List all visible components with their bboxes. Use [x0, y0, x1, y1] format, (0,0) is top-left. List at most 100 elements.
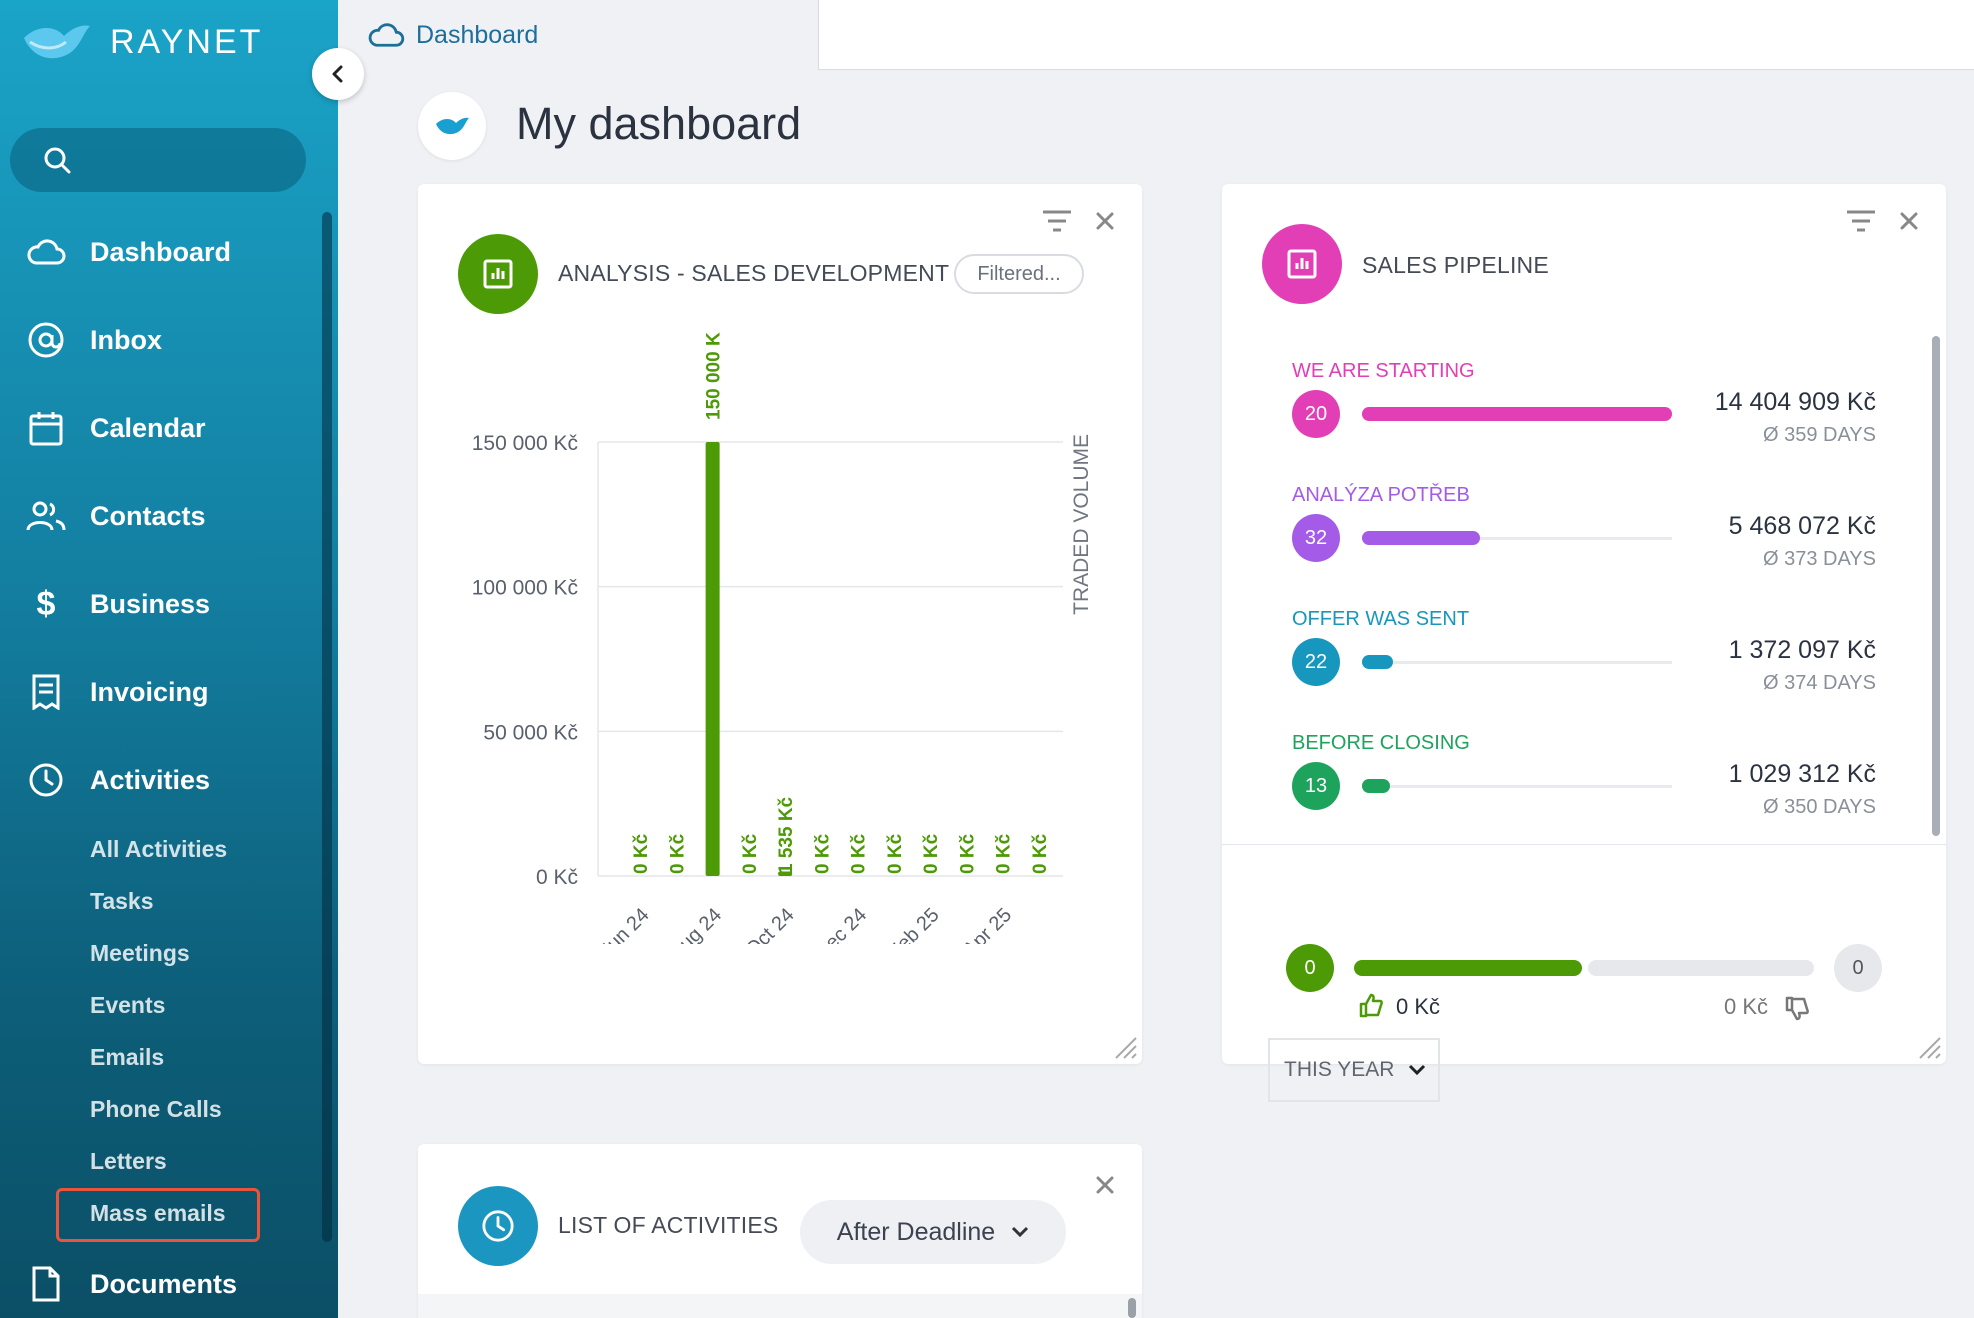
stage-progress-bar	[1362, 655, 1393, 669]
subnav-mass-emails[interactable]: Mass emails	[90, 1200, 226, 1226]
close-icon	[1096, 212, 1114, 230]
lost-bar	[1588, 960, 1814, 976]
sidebar-item-inbox[interactable]: Inbox	[0, 310, 320, 370]
search-icon	[44, 147, 71, 174]
lost-count-badge: 0	[1834, 944, 1882, 992]
x-tick-label: Jun 24	[596, 904, 654, 944]
calendar-icon	[26, 408, 66, 448]
sidebar-item-documents[interactable]: Documents	[0, 1254, 320, 1314]
filter-icon	[1847, 210, 1875, 232]
close-widget-button[interactable]	[1088, 1168, 1122, 1202]
sidebar-scrollbar[interactable]	[322, 212, 332, 1242]
report-icon	[1287, 249, 1317, 279]
resize-handle-icon[interactable]	[1916, 1034, 1942, 1060]
brand-name: RAYNET	[110, 22, 264, 61]
y-axis-title: TRADED VOLUME	[1070, 434, 1093, 615]
sales-pipeline-widget: SALES PIPELINE WE ARE STARTING 20 14 404 9…	[1222, 184, 1946, 1102]
breadcrumb[interactable]: Dashboard	[338, 0, 818, 70]
stage-name: BEFORE CLOSING	[1292, 732, 1470, 754]
sidebar-item-label: Business	[90, 588, 211, 619]
list-header-strip	[418, 1294, 1142, 1318]
page-title: My dashboard	[516, 98, 802, 149]
subnav-emails[interactable]: Emails	[90, 1044, 165, 1070]
stage-average-days: Ø 359 DAYS	[1762, 424, 1876, 446]
data-label: 0 Kč	[957, 833, 978, 874]
sidebar-item-calendar[interactable]: Calendar	[0, 398, 320, 458]
list-scrollbar[interactable]	[1128, 1298, 1136, 1318]
chevron-down-icon	[1409, 1064, 1426, 1076]
x-tick-label: Oct 24	[741, 904, 798, 944]
stage-track	[1362, 661, 1672, 664]
stage-progress-bar	[1362, 531, 1480, 545]
subnav-meetings[interactable]: Meetings	[90, 940, 190, 966]
sidebar-item-business[interactable]: $ Business	[0, 574, 320, 634]
bar	[705, 442, 720, 876]
x-tick-label: Feb 25	[884, 904, 944, 944]
at-icon	[26, 320, 66, 360]
sidebar-item-invoicing[interactable]: Invoicing	[0, 662, 320, 722]
pipeline-scrollbar[interactable]	[1932, 336, 1940, 836]
won-amount: 0 Kč	[1396, 994, 1441, 1019]
sales-development-chart: 0 Kč 50 000 Kč 100 000 Kč 150 000 Kč 0 Kč 0 K…	[472, 332, 1093, 944]
data-label: 0 Kč	[921, 833, 942, 874]
cloud-icon	[26, 232, 66, 272]
filter-button[interactable]	[1844, 204, 1878, 238]
close-widget-button[interactable]	[1088, 204, 1122, 238]
breadcrumb-label: Dashboard	[416, 20, 539, 49]
stage-count-badge: 20	[1292, 390, 1340, 438]
widget-type-icon	[1262, 224, 1342, 304]
period-select[interactable]: THIS YEAR	[1268, 1038, 1440, 1102]
bird-logo-icon	[24, 25, 90, 59]
stage-amount: 1 372 097 Kč	[1728, 636, 1876, 664]
x-tick-label: Apr 25	[959, 904, 1016, 944]
filter-icon	[1043, 210, 1071, 232]
sidebar-item-dashboard[interactable]: Dashboard	[0, 222, 320, 282]
subnav-phone-calls[interactable]: Phone Calls	[90, 1096, 222, 1122]
sidebar-search[interactable]	[10, 128, 306, 192]
data-label: 0 Kč	[631, 833, 652, 874]
highlight-frame	[56, 1188, 260, 1242]
close-icon	[1096, 1176, 1114, 1194]
subnav-all-activities[interactable]: All Activities	[90, 836, 228, 862]
bird-logo-icon	[436, 117, 469, 135]
stage-amount: 1 029 312 Kč	[1728, 760, 1876, 788]
filtered-button[interactable]: Filtered...	[954, 254, 1084, 294]
y-tick-label: 0 Kč	[536, 866, 578, 889]
stage-name: ANALÝZA POTŘEB	[1292, 484, 1470, 506]
deadline-filter-value: After Deadline	[836, 1217, 996, 1246]
widget-title: LIST OF ACTIVITIES	[558, 1212, 779, 1238]
sidebar-item-label: Contacts	[90, 500, 206, 531]
stage-amount: 14 404 909 Kč	[1714, 388, 1876, 416]
subnav-letters[interactable]: Letters	[90, 1148, 167, 1174]
widget-title: ANALYSIS - SALES DEVELOPMENT	[558, 260, 950, 286]
collapse-sidebar-button[interactable]	[312, 48, 364, 100]
widget-type-icon	[458, 1186, 538, 1266]
widget-type-icon	[458, 234, 538, 314]
subnav-events[interactable]: Events	[90, 992, 166, 1018]
filter-button[interactable]	[1040, 204, 1074, 238]
raynet-logo[interactable]: RAYNET	[20, 18, 263, 66]
stage-progress-bar	[1362, 779, 1390, 793]
stage-progress-bar	[1362, 407, 1672, 421]
thumbs-up-icon	[1359, 993, 1383, 1018]
data-label: 0 Kč	[885, 833, 906, 874]
widget-title: SALES PIPELINE	[1362, 252, 1549, 278]
stage-name: WE ARE STARTING	[1292, 360, 1475, 382]
clock-icon	[482, 1210, 514, 1242]
sidebar-item-activities[interactable]: Activities	[0, 750, 320, 810]
data-label: 1 535 Kč	[776, 796, 797, 874]
sidebar: RAYNET Dashboard Inbox Calendar Contacts…	[0, 0, 338, 1318]
subnav-tasks[interactable]: Tasks	[90, 888, 154, 914]
divider	[1222, 844, 1946, 845]
close-widget-button[interactable]	[1892, 204, 1926, 238]
y-tick-label: 100 000 Kč	[472, 577, 578, 600]
sidebar-item-label: Dashboard	[90, 236, 232, 267]
sidebar-item-contacts[interactable]: Contacts	[0, 486, 320, 546]
x-tick-label: Aug 24	[666, 904, 726, 944]
data-label: 0 Kč	[667, 833, 688, 874]
resize-handle-icon[interactable]	[1112, 1034, 1138, 1060]
deadline-filter-dropdown[interactable]: After Deadline	[800, 1200, 1066, 1264]
cloud-icon	[368, 23, 405, 47]
close-icon	[1900, 212, 1918, 230]
lost-amount: 0 Kč	[1724, 994, 1769, 1019]
